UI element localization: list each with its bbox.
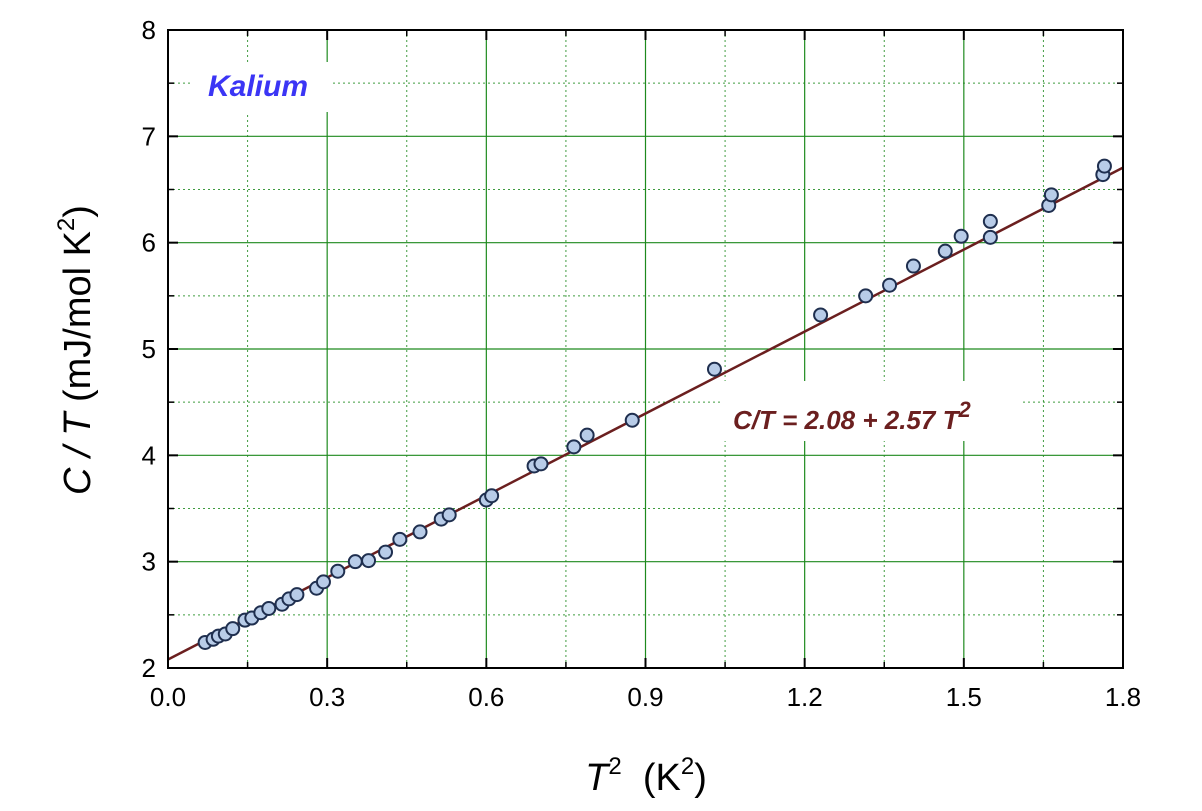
data-point [261,600,277,616]
data-point [392,531,408,547]
x-axis-units-close: ) [694,757,707,799]
data-point [566,439,582,455]
x-tick-label: 0.6 [468,682,504,712]
data-point [225,621,241,637]
fit-equation: C/T = 2.08 + 2.57 T2 [733,397,971,435]
y-axis-units-sup: 2 [53,218,80,231]
x-axis-title: T2 (K2) [585,753,707,799]
fit-equation-text: C/T = 2.08 + 2.57 T [733,405,961,435]
sample-label: Kalium [208,70,308,103]
fit-equation-sup: 2 [957,397,971,422]
data-point [330,563,346,579]
data-point [858,288,874,304]
data-point [905,258,921,274]
x-axis-var-sup: 2 [608,753,621,780]
x-tick-label: 1.5 [946,682,982,712]
data-point [813,307,829,323]
data-point [347,554,363,570]
data-point [982,229,998,245]
y-tick-label: 4 [142,440,156,470]
major-gridlines [167,29,1124,669]
y-axis-title: C / T (mJ/mol K2) [53,205,99,495]
y-axis-var: T [57,410,99,436]
data-point [1043,187,1059,203]
data-point [982,213,998,229]
x-axis-units: (K [622,757,681,799]
fit-label-background [722,381,1022,441]
y-tick-labels: 2 3 4 5 6 7 8 [142,15,156,683]
y-axis-units: (mJ/mol K [57,231,99,413]
y-tick-label: 6 [142,228,156,258]
y-tick-label: 2 [142,653,156,683]
y-tick-label: 8 [142,15,156,45]
data-point [315,574,331,590]
x-axis-var: T [585,757,611,799]
y-tick-label: 7 [142,121,156,151]
x-tick-label: 0.9 [627,682,663,712]
data-points [197,158,1112,650]
x-tick-label: 1.2 [787,682,823,712]
data-point [378,544,394,560]
sample-label-background [190,62,330,112]
x-tick-label: 0.3 [309,682,345,712]
x-tick-labels: 0.0 0.3 0.6 0.9 1.2 1.5 1.8 [150,682,1141,712]
data-point [289,587,305,603]
data-point [441,507,457,523]
x-axis-units-sup: 2 [681,753,694,780]
data-point [361,553,377,569]
data-point [579,427,595,443]
x-tick-label: 0.0 [150,682,186,712]
data-point [706,361,722,377]
data-point [412,524,428,540]
x-tick-label: 1.8 [1105,682,1141,712]
axis-ticks [167,29,1124,669]
y-axis-units-close: ) [57,205,99,218]
data-point [624,412,640,428]
data-point [937,243,953,259]
y-tick-label: 5 [142,334,156,364]
data-point [1096,158,1112,174]
y-axis-pre: C / [57,436,99,495]
data-point [953,228,969,244]
data-point [882,277,898,293]
data-point [484,488,500,504]
data-point [533,456,549,472]
y-tick-label: 3 [142,547,156,577]
